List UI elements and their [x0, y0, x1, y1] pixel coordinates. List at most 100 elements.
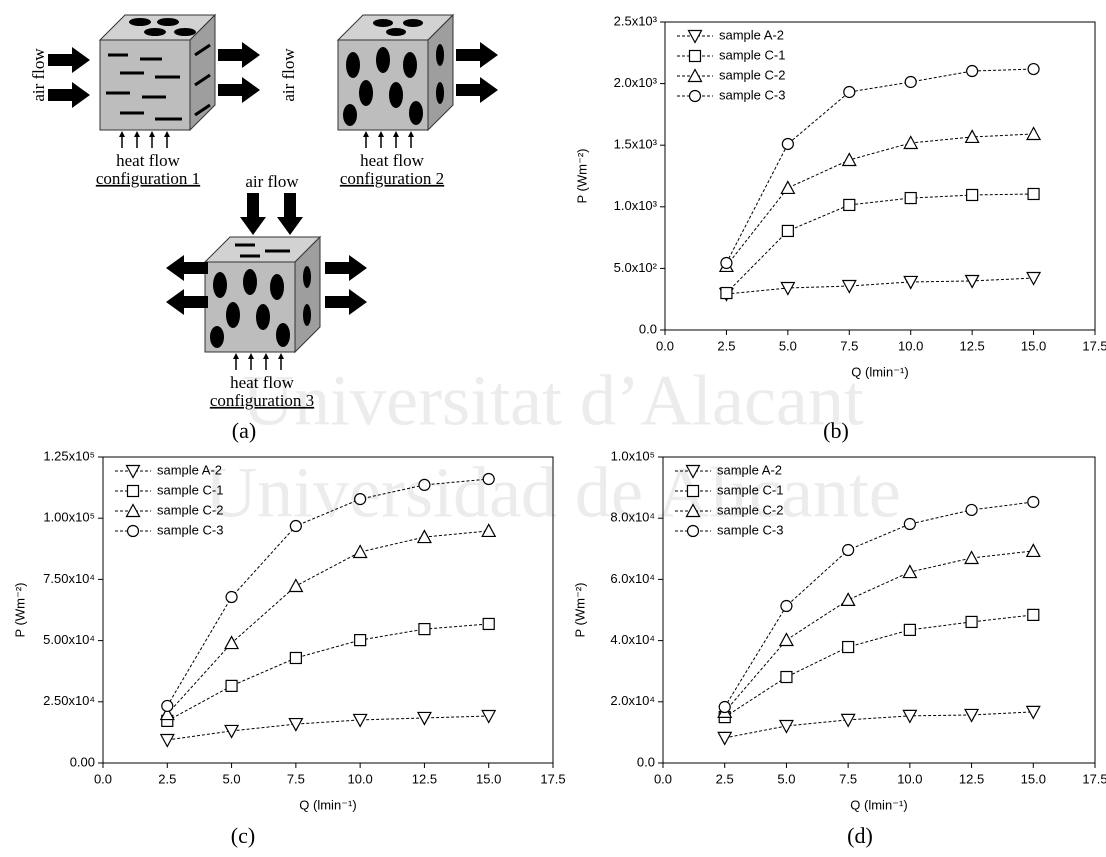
y-tick-label: 7.50x10⁴	[43, 571, 95, 586]
y-tick-label: 5.00x10⁴	[43, 632, 95, 647]
series-line	[166, 530, 489, 715]
marker	[224, 724, 240, 739]
marker	[481, 709, 497, 724]
y-tick-label: 1.00x10⁵	[43, 510, 95, 525]
x-tick-label: 0.0	[654, 771, 672, 786]
marker	[965, 503, 978, 517]
marker	[902, 709, 918, 724]
marker	[903, 623, 916, 636]
marker	[841, 152, 857, 167]
marker	[159, 706, 175, 721]
marker	[1027, 608, 1040, 621]
marker	[685, 503, 701, 518]
air-flow-label: air flow	[245, 172, 299, 191]
air-flow-label: air flow	[279, 48, 298, 102]
x-tick-label: 10.0	[347, 771, 372, 786]
legend-label: sample C-2	[719, 67, 785, 82]
series-line	[725, 68, 1034, 264]
panel-caption: (b)	[823, 418, 849, 443]
marker	[903, 275, 919, 290]
marker	[842, 543, 855, 557]
plot-frame	[662, 456, 1096, 764]
marker	[1027, 495, 1040, 509]
marker	[903, 135, 919, 150]
marker	[125, 464, 141, 479]
legend-label: sample C-2	[717, 502, 783, 517]
panel-caption: (a)	[232, 418, 256, 443]
marker	[125, 503, 141, 518]
series-line	[724, 614, 1034, 718]
marker	[778, 632, 794, 647]
marker	[1025, 705, 1041, 720]
marker	[416, 529, 432, 544]
marker	[686, 524, 700, 538]
marker	[720, 256, 733, 270]
x-tick-label: 17.5	[1082, 338, 1106, 353]
configuration-label: configuration 2	[340, 169, 444, 188]
y-tick-label: 1.25x10⁵	[43, 448, 95, 463]
x-tick-label: 12.5	[412, 771, 437, 786]
x-tick-label: 10.0	[897, 771, 922, 786]
x-tick-label: 17.5	[540, 771, 565, 786]
marker	[1027, 62, 1040, 76]
series-line	[726, 133, 1034, 267]
marker	[686, 484, 700, 498]
x-tick-label: 2.5	[158, 771, 176, 786]
legend-label: sample C-3	[717, 522, 783, 537]
marker	[126, 524, 140, 538]
heat-flow-label: heat flow	[116, 151, 180, 170]
plot-frame	[664, 21, 1096, 331]
watermark: Universitat d’Alacant	[242, 361, 864, 441]
x-tick-label: 7.5	[287, 771, 305, 786]
plot-frame	[102, 456, 554, 764]
series-line	[724, 501, 1034, 708]
x-tick-label: 7.5	[840, 338, 858, 353]
heat-flow-label: heat flow	[360, 151, 424, 170]
marker	[842, 640, 855, 654]
marker	[840, 592, 856, 607]
y-tick-label: 5.0x10²	[614, 260, 658, 275]
marker	[288, 717, 304, 732]
marker	[720, 286, 733, 300]
series-line	[726, 277, 1034, 295]
marker	[843, 198, 856, 212]
y-tick-label: 2.50x10⁴	[43, 693, 95, 708]
y-tick-label: 0.0	[637, 754, 655, 769]
marker	[224, 635, 240, 650]
y-tick-label: 0.0	[639, 321, 657, 336]
cube-1	[99, 14, 216, 131]
x-tick-label: 5.0	[223, 771, 241, 786]
marker	[717, 731, 733, 746]
marker	[964, 550, 980, 565]
marker	[225, 590, 238, 604]
x-axis-label: Q (lmin⁻¹)	[850, 797, 907, 812]
y-axis-label: P (Wm⁻²)	[574, 149, 589, 204]
series-line	[726, 193, 1034, 294]
legend-label: sample A-2	[157, 462, 222, 477]
marker	[482, 472, 495, 486]
x-axis-label: Q (lmin⁻¹)	[851, 364, 908, 379]
x-tick-label: 0.0	[94, 771, 112, 786]
heat-flow-label: heat flow	[230, 373, 294, 392]
marker	[288, 578, 304, 593]
marker	[418, 478, 431, 492]
marker	[354, 634, 367, 647]
marker	[482, 617, 495, 631]
marker	[964, 708, 980, 723]
y-axis-label: P (Wm⁻²)	[12, 583, 27, 638]
legend-label: sample C-1	[719, 47, 785, 62]
marker	[965, 615, 978, 629]
marker	[225, 679, 238, 692]
x-tick-label: 5.0	[779, 338, 797, 353]
marker	[1026, 271, 1042, 286]
legend-label: sample A-2	[719, 27, 784, 42]
y-axis-label: P (Wm⁻²)	[572, 583, 587, 638]
x-tick-label: 15.0	[1021, 338, 1046, 353]
y-tick-label: 2.0x10⁴	[610, 693, 655, 708]
series-line	[724, 711, 1034, 739]
marker	[126, 484, 140, 498]
y-tick-label: 6.0x10⁴	[610, 571, 655, 586]
panel-caption: (c)	[231, 823, 255, 848]
y-tick-label: 0.00	[70, 754, 95, 769]
x-tick-label: 5.0	[777, 771, 795, 786]
